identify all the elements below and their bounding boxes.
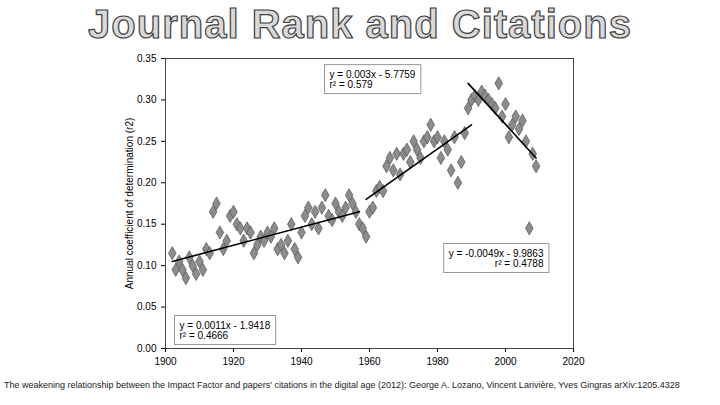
svg-text:1940: 1940: [290, 356, 313, 367]
svg-text:1960: 1960: [358, 356, 381, 367]
svg-text:Annual coefficient of determin: Annual coefficient of determination (r2): [124, 118, 135, 290]
svg-text:1900: 1900: [154, 356, 177, 367]
svg-text:0.10: 0.10: [137, 260, 157, 271]
svg-text:1980: 1980: [426, 356, 449, 367]
svg-text:1920: 1920: [222, 356, 245, 367]
svg-text:0.30: 0.30: [137, 94, 157, 105]
html-text:Journal Rank and Citations: Journal Rank and Citations: [88, 2, 632, 46]
svg-text:0.05: 0.05: [137, 301, 157, 312]
svg-text:y = -0.0049x - 9.9863r² = 0.47: y = -0.0049x - 9.9863r² = 0.4788: [449, 248, 544, 269]
svg-text:0.15: 0.15: [137, 218, 157, 229]
svg-text:2020: 2020: [562, 356, 585, 367]
svg-text:0.00: 0.00: [137, 343, 157, 354]
svg-text:y = 0.003x - 5.7759r² = 0.579: y = 0.003x - 5.7759r² = 0.579: [330, 69, 416, 90]
svg-text:0.35: 0.35: [137, 53, 157, 64]
html-text:The weakening relationship bet: The weakening relationship between the I…: [4, 380, 680, 390]
svg-text:0.20: 0.20: [137, 177, 157, 188]
svg-text:y = 0.0011x - 1.9418r² = 0.466: y = 0.0011x - 1.9418r² = 0.4666: [180, 320, 271, 341]
svg-text:2000: 2000: [494, 356, 517, 367]
svg-text:0.25: 0.25: [137, 136, 157, 147]
